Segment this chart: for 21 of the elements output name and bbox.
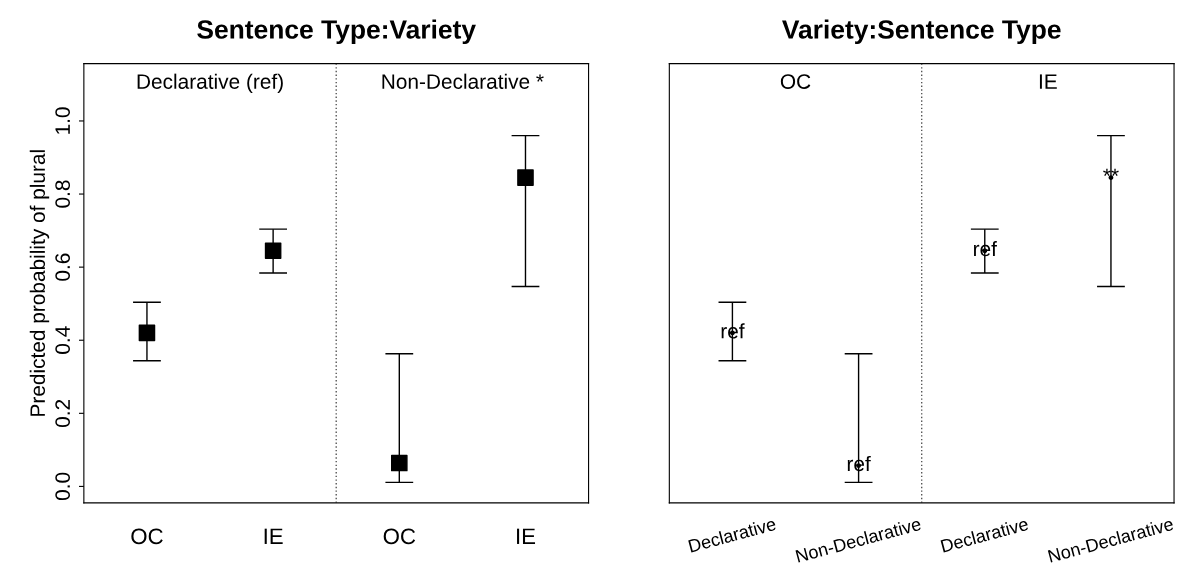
point — [138, 324, 156, 342]
x-tick-label: OC — [383, 528, 416, 545]
x-tick-label: OC — [131, 528, 163, 545]
chart-title: Sentence Type:Variety — [197, 19, 476, 45]
y-tick-label: 0.4 — [55, 326, 71, 354]
y-tick-label: 0.2 — [55, 399, 71, 427]
y-tick-label: 0.8 — [55, 180, 71, 208]
x-tick-label: IE — [517, 528, 536, 544]
annotation: OC — [780, 74, 811, 89]
point — [391, 454, 408, 472]
point — [517, 169, 534, 186]
y-tick-label: 1.0 — [55, 107, 71, 134]
point — [264, 242, 282, 259]
y-tick-label: 0.6 — [55, 253, 71, 281]
x-tick-label: IE — [264, 528, 283, 544]
y-axis-title: Predicted probability of plural — [29, 150, 50, 416]
annotation: Non-Declarative * — [382, 73, 544, 89]
annotation: Declarative (ref) — [137, 73, 283, 94]
chart-title: Variety:Sentence Type — [782, 19, 1061, 45]
y-tick-label: 0.0 — [55, 472, 71, 501]
annotation: IE — [1039, 74, 1057, 89]
